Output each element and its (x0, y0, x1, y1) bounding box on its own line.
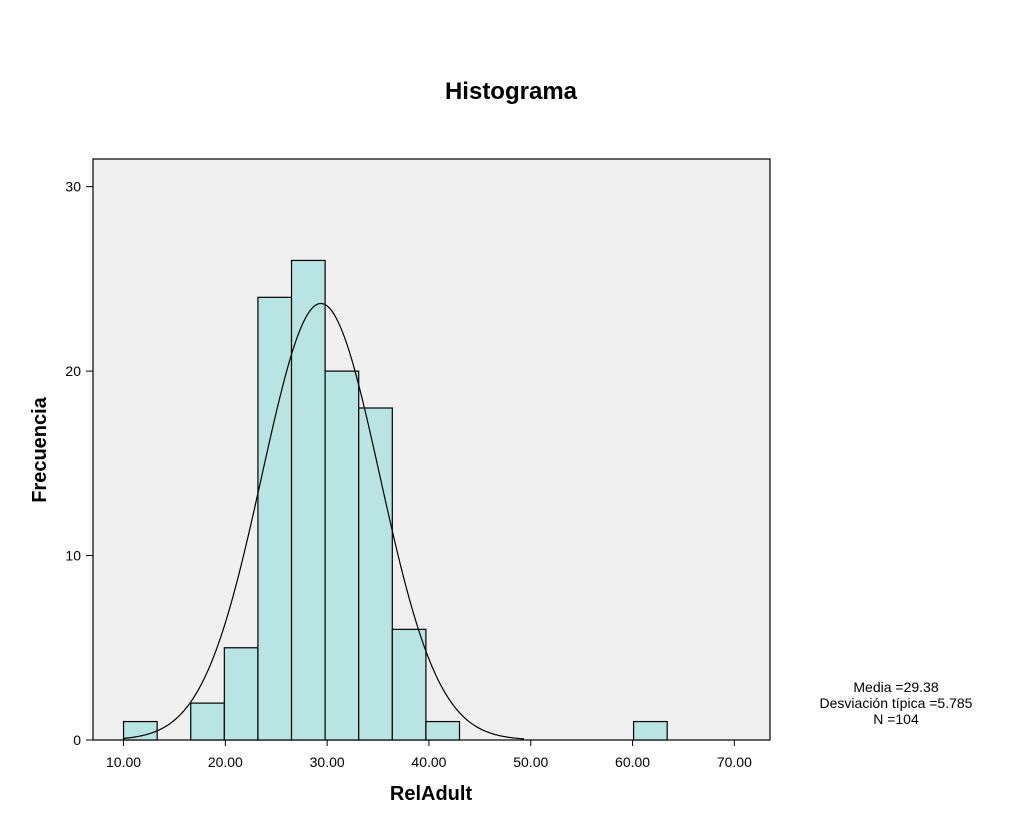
x-tick-label: 40.00 (411, 754, 446, 770)
histogram-bar (391, 628, 427, 741)
histogram-bars (122, 259, 668, 741)
n-stat: N =104 (873, 711, 919, 727)
y-axis-label: Frecuencia (29, 396, 51, 502)
histogram-bar (632, 720, 668, 741)
x-axis-label: RelAdult (390, 783, 473, 805)
histogram-bar (190, 702, 225, 741)
chart-title: Histograma (445, 78, 578, 105)
histogram-bar (223, 647, 259, 741)
histogram-bar (324, 370, 360, 741)
std-dev-stat: Desviación típica =5.785 (820, 695, 973, 711)
plot-area (92, 158, 771, 741)
y-tick-label: 10 (65, 548, 81, 564)
y-tick-label: 20 (65, 363, 81, 379)
statistics-box: Media =29.38 Desviación típica =5.785 N … (820, 679, 973, 727)
y-tick-label: 30 (65, 179, 81, 195)
histogram-bar (358, 407, 393, 741)
x-tick-label: 70.00 (717, 754, 752, 770)
x-tick-label: 10.00 (106, 754, 141, 770)
y-axis: 0 10 20 30 (65, 179, 93, 748)
x-axis: 10.00 20.00 30.00 40.00 50.00 60.00 70.00 (106, 740, 752, 770)
histogram-bar (122, 720, 158, 741)
x-tick-label: 60.00 (615, 754, 650, 770)
x-tick-label: 20.00 (208, 754, 243, 770)
y-tick-label: 0 (73, 732, 81, 748)
histogram-bar (290, 259, 326, 741)
x-tick-label: 30.00 (310, 754, 345, 770)
histogram-bar (425, 720, 461, 741)
mean-stat: Media =29.38 (853, 679, 938, 695)
normal-curve (123, 302, 525, 740)
histogram-bar (257, 296, 293, 741)
x-tick-label: 50.00 (513, 754, 548, 770)
